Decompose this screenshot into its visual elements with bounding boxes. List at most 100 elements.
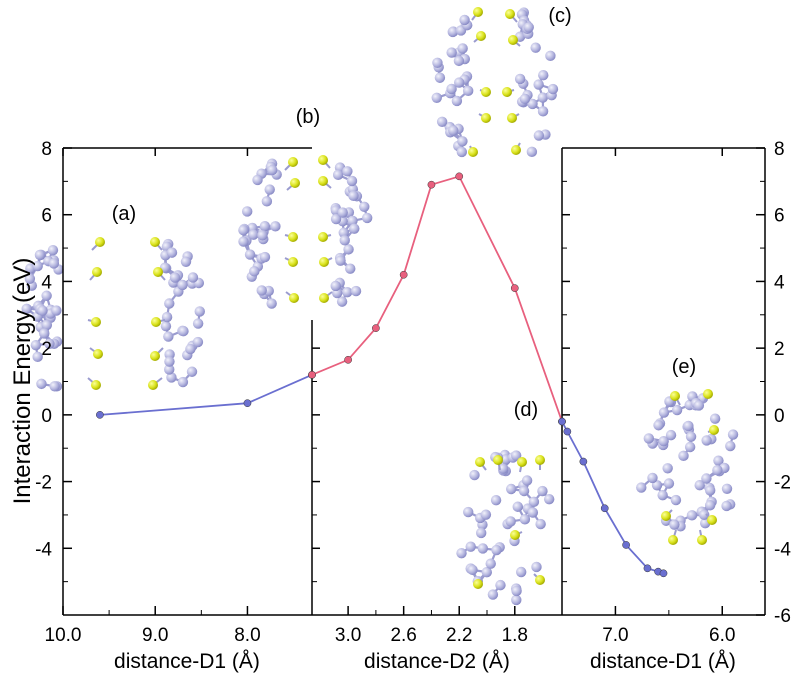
- carbon-atom: [523, 22, 534, 33]
- fluorine-atom: [707, 515, 717, 525]
- carbon-atom: [543, 493, 555, 505]
- carbon-atom: [456, 146, 468, 158]
- carbon-atom: [457, 136, 468, 147]
- carbon-atom: [704, 500, 716, 511]
- carbon-atom: [166, 372, 177, 383]
- carbon-atom: [238, 225, 249, 236]
- carbon-atom: [453, 77, 465, 88]
- carbon-atom: [459, 14, 470, 26]
- carbon-atom: [480, 509, 492, 520]
- fluorine-atom: [150, 237, 160, 247]
- carbon-atom: [192, 318, 204, 329]
- data-point: [455, 172, 464, 181]
- carbon-atom: [462, 85, 474, 97]
- carbon-atom: [36, 378, 47, 390]
- carbon-atom: [527, 98, 538, 110]
- carbon-atom: [359, 201, 370, 212]
- data-point: [579, 457, 588, 466]
- fluorine-atom: [535, 575, 545, 585]
- carbon-atom: [361, 212, 373, 224]
- carbon-atom: [448, 125, 459, 136]
- carbon-atom: [166, 247, 178, 258]
- carbon-atom: [487, 589, 499, 600]
- axis-ticks: [62, 147, 765, 616]
- carbon-atom: [657, 489, 668, 501]
- carbon-atom: [456, 547, 467, 559]
- carbon-atom: [709, 413, 721, 424]
- carbon-atom: [515, 566, 527, 578]
- carbon-atom: [519, 514, 531, 525]
- carbon-atom: [343, 244, 354, 255]
- y-axis-title: Interaction Energy (eV): [9, 258, 36, 505]
- data-point: [659, 569, 668, 578]
- carbon-atom: [448, 26, 459, 37]
- data-point: [344, 355, 352, 364]
- carbon-atom: [186, 366, 198, 377]
- fluorine-atom: [505, 9, 515, 19]
- carbon-atom: [463, 506, 474, 518]
- fluorine-atom: [502, 87, 512, 97]
- structure-label-d: (d): [514, 399, 538, 421]
- carbon-atom: [180, 256, 192, 267]
- carbon-atom: [538, 70, 549, 81]
- fluorine-atom: [517, 457, 527, 467]
- carbon-atom: [528, 496, 540, 508]
- carbon-atom: [342, 286, 353, 298]
- carbon-atom: [34, 249, 46, 261]
- carbon-atom: [270, 221, 281, 232]
- x-tick-label: 6.0: [709, 625, 735, 646]
- y-tick-label-left: -2: [35, 473, 52, 494]
- carbon-atom: [244, 249, 256, 260]
- carbon-atom: [256, 285, 267, 296]
- y-tick-label-right: 4: [774, 272, 785, 293]
- fluorine-atom: [507, 113, 517, 123]
- carbon-atom: [164, 364, 175, 375]
- carbon-atom: [257, 230, 268, 241]
- y-tick-label-right: 6: [774, 206, 785, 227]
- carbon-atom: [511, 594, 522, 606]
- fluorine-atom: [511, 145, 521, 155]
- carbon-atom: [721, 500, 732, 512]
- carbon-atom: [505, 516, 516, 527]
- fluorine-atom: [318, 232, 328, 242]
- fluorine-atom: [493, 455, 503, 465]
- carbon-atom: [662, 463, 673, 474]
- carbon-atom: [725, 440, 736, 452]
- panel2-x-axis-title: distance-D2 (Å): [364, 650, 510, 673]
- structure-label-e: (e): [672, 356, 696, 378]
- carbon-atom: [686, 510, 698, 521]
- fluorine-atom: [318, 155, 328, 165]
- carbon-atom: [267, 164, 278, 176]
- series-line: [99, 373, 313, 416]
- carbon-atom: [683, 420, 694, 432]
- y-tick-label-left: 2: [41, 339, 52, 360]
- y-tick-label-left: 4: [41, 272, 52, 293]
- y-tick-label-left: -4: [35, 539, 52, 560]
- structure-label-c: (c): [548, 5, 571, 27]
- carbon-atom: [446, 47, 457, 58]
- carbon-atom: [339, 235, 350, 246]
- carbon-atom: [533, 79, 544, 90]
- data-point: [563, 427, 572, 436]
- carbon-atom: [491, 544, 502, 556]
- carbon-atom: [48, 258, 60, 269]
- y-tick-label-right: -4: [774, 539, 791, 560]
- fluorine-atom: [481, 87, 491, 97]
- carbon-atom: [698, 509, 710, 521]
- carbon-atom: [669, 519, 680, 530]
- carbon-atom: [49, 381, 60, 392]
- carbon-atom: [506, 483, 517, 495]
- carbon-atom: [530, 42, 541, 53]
- data-point: [427, 180, 436, 189]
- carbon-atom: [453, 55, 465, 67]
- fluorine-atom: [319, 257, 329, 267]
- carbon-atom: [511, 585, 522, 597]
- x-tick-label: 2.6: [390, 625, 416, 646]
- carbon-atom: [685, 431, 697, 442]
- fluorine-atom: [670, 391, 680, 401]
- carbon-atom: [665, 429, 677, 441]
- data-point: [643, 564, 652, 573]
- carbon-atom: [481, 566, 492, 578]
- x-tick-label: 3.0: [335, 625, 361, 646]
- carbon-atom: [535, 518, 546, 530]
